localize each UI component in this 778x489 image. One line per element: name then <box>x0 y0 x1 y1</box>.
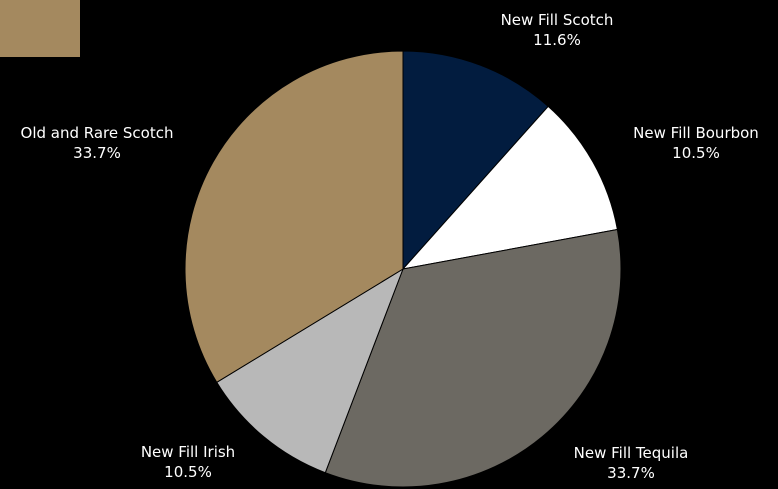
slice-label: New Fill Scotch <box>501 11 614 29</box>
slice-label: Old and Rare Scotch <box>21 124 174 142</box>
pie-slices <box>184 50 622 488</box>
pie-slice-old-and-rare-scotch <box>184 50 404 384</box>
pie-slice-new-fill-bourbon <box>401 105 618 270</box>
slice-value-label: 10.5% <box>672 144 720 162</box>
legend-swatch <box>0 0 80 57</box>
slice-value-label: 33.7% <box>73 144 121 162</box>
slice-value-label: 33.7% <box>607 464 655 482</box>
pie-slice-new-fill-scotch <box>402 50 549 271</box>
slice-value-label: 11.6% <box>533 31 581 49</box>
slice-label: New Fill Bourbon <box>633 124 759 142</box>
slice-label: New Fill Irish <box>141 443 235 461</box>
pie-slice-new-fill-irish <box>216 267 404 474</box>
slice-value-label: 10.5% <box>164 463 212 481</box>
pie-labels: New Fill Scotch 11.6% New Fill Bourbon 10.5… <box>21 11 759 482</box>
pie-slice-new-fill-tequila <box>324 228 622 488</box>
slice-label: New Fill Tequila <box>574 444 689 462</box>
